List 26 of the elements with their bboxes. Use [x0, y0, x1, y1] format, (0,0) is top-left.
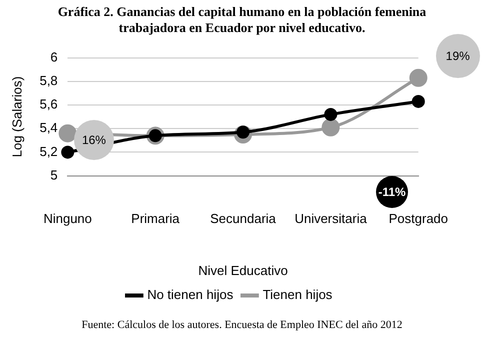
y-tick-label: 5,2: [40, 144, 58, 159]
point: [322, 118, 340, 136]
x-tick-label: Postgrado: [388, 211, 448, 226]
point: [412, 94, 425, 108]
chart-title: Gráfica 2. Ganancias del capital humano en la población femenina trabajadora en Ecuador por nivel educativo.: [56, 4, 428, 36]
point: [409, 68, 428, 87]
y-axis-title: Log (Salarios): [9, 76, 24, 158]
y-tick-label: 6: [50, 49, 58, 64]
x-tick-label: Secundaria: [210, 211, 277, 226]
y-tick-label: 5,4: [40, 120, 58, 136]
point: [58, 124, 77, 142]
legend-label: Tienen hijos: [262, 287, 333, 302]
point: [61, 146, 74, 159]
x-tick-label: Ninguno: [43, 211, 92, 226]
x-tick-label: Primaria: [131, 211, 180, 226]
x-axis-title: Nivel Educativo: [198, 262, 288, 278]
source-note: Fuente: Cálculos de los autores. Encuesta de Empleo INEC del año 2012: [80, 319, 404, 331]
y-tick-label: 5,8: [40, 72, 58, 88]
legend-label: No tienen hijos: [147, 287, 234, 302]
y-tick-label: 5,6: [40, 96, 58, 112]
circle-badge: 19%: [436, 34, 480, 78]
y-tick-label: 5: [50, 167, 58, 182]
circle-badge: -11%: [376, 176, 408, 208]
point: [324, 108, 338, 121]
circle-badge: 16%: [74, 120, 114, 160]
x-tick-label: Universitaria: [294, 211, 368, 226]
